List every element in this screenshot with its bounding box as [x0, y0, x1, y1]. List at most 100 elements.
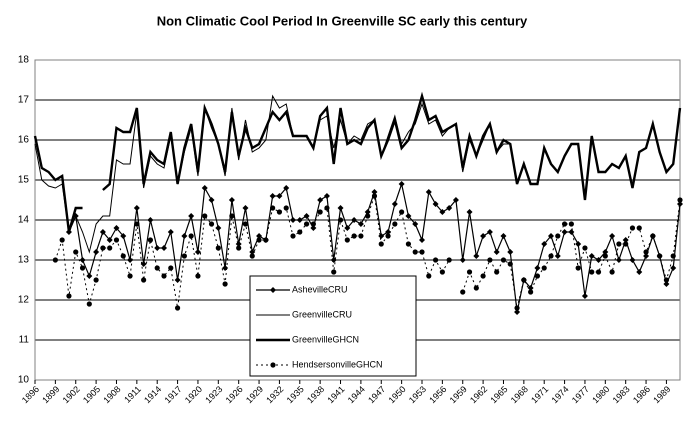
diamond-marker [167, 229, 174, 235]
circle-marker [242, 221, 249, 227]
diamond-marker [588, 253, 595, 259]
circle-marker [500, 257, 507, 263]
circle-marker [229, 213, 235, 219]
circle-marker [79, 265, 86, 271]
diamond-marker [452, 197, 459, 203]
diamond-marker [459, 257, 466, 263]
circle-marker [460, 289, 466, 295]
diamond-marker [93, 249, 100, 255]
diamond-marker [79, 257, 86, 263]
diamond-marker [208, 197, 215, 203]
circle-marker [222, 281, 228, 287]
circle-marker [215, 245, 221, 251]
diamond-marker [636, 269, 643, 275]
circle-marker [113, 237, 120, 243]
series-line [33, 91, 682, 233]
legend-label: GreenvilleGHCN [292, 334, 359, 344]
circle-marker [202, 213, 208, 219]
y-tick-label: 18 [18, 55, 30, 66]
circle-marker [236, 245, 242, 251]
circle-marker [337, 217, 344, 223]
circle-marker [181, 253, 187, 259]
diamond-marker [154, 245, 161, 251]
diamond-marker [270, 287, 276, 293]
circle-marker [270, 362, 276, 368]
diamond-marker [357, 221, 364, 227]
diamond-marker [391, 201, 398, 207]
diamond-marker [194, 249, 201, 255]
diamond-marker [290, 217, 296, 223]
circle-marker [283, 205, 289, 211]
circle-marker [365, 213, 371, 219]
circle-marker [195, 273, 201, 279]
diamond-marker [364, 209, 371, 215]
diamond-marker [561, 229, 568, 235]
diamond-marker [609, 233, 616, 239]
y-tick-label: 15 [18, 175, 30, 186]
legend-box [249, 275, 417, 377]
diamond-marker [480, 233, 487, 239]
circle-marker [555, 233, 561, 239]
circle-marker [127, 273, 133, 279]
diamond-marker [310, 225, 317, 231]
diamond-marker [554, 253, 561, 259]
diamond-marker [269, 193, 276, 199]
circle-marker [168, 265, 174, 271]
circle-marker [446, 257, 452, 263]
circle-marker [602, 253, 608, 259]
diamond-marker [446, 205, 453, 211]
circle-marker [534, 273, 541, 279]
diamond-marker [595, 257, 602, 263]
diamond-marker [405, 213, 412, 219]
diamond-marker [615, 257, 622, 263]
diamond-marker [473, 253, 480, 259]
diamond-marker [161, 245, 167, 251]
circle-marker [589, 269, 595, 275]
circle-marker [432, 257, 439, 263]
diamond-marker [323, 193, 330, 199]
circle-marker [473, 285, 479, 291]
diamond-marker [670, 265, 677, 271]
circle-marker [161, 273, 167, 279]
circle-marker [256, 237, 262, 243]
circle-marker [174, 305, 181, 311]
diamond-marker [663, 281, 670, 287]
circle-marker [439, 269, 445, 275]
diamond-marker [120, 233, 127, 239]
circle-marker [568, 221, 574, 227]
circle-marker [419, 249, 425, 255]
circle-marker [623, 241, 629, 247]
circle-marker [310, 221, 316, 227]
circle-marker [629, 225, 636, 231]
diamond-marker [466, 209, 473, 215]
diamond-marker [147, 217, 154, 223]
diamond-marker [419, 237, 425, 243]
circle-marker [249, 253, 255, 259]
circle-marker [378, 241, 384, 247]
diamond-marker [140, 261, 147, 267]
diamond-marker [412, 221, 419, 227]
plot-border [34, 59, 681, 381]
circle-marker [324, 205, 330, 211]
diamond-marker [337, 205, 344, 211]
circle-marker [677, 197, 683, 203]
diamond-marker [174, 277, 181, 283]
circle-marker [636, 225, 642, 231]
circle-marker [297, 229, 303, 235]
y-tick-label: 17 [18, 95, 30, 106]
diamond-marker [86, 273, 93, 279]
circle-marker [514, 305, 520, 311]
circle-marker [392, 221, 398, 227]
circle-marker [663, 277, 670, 283]
diamond-marker [256, 233, 263, 239]
circle-marker [371, 193, 378, 199]
circle-marker [141, 277, 147, 283]
y-tick-label: 10 [18, 375, 30, 386]
circle-marker [426, 273, 432, 279]
circle-marker [303, 221, 310, 227]
diamond-marker [432, 201, 439, 207]
circle-marker [344, 237, 350, 243]
diamond-marker [493, 249, 500, 255]
diamond-marker [351, 217, 358, 223]
